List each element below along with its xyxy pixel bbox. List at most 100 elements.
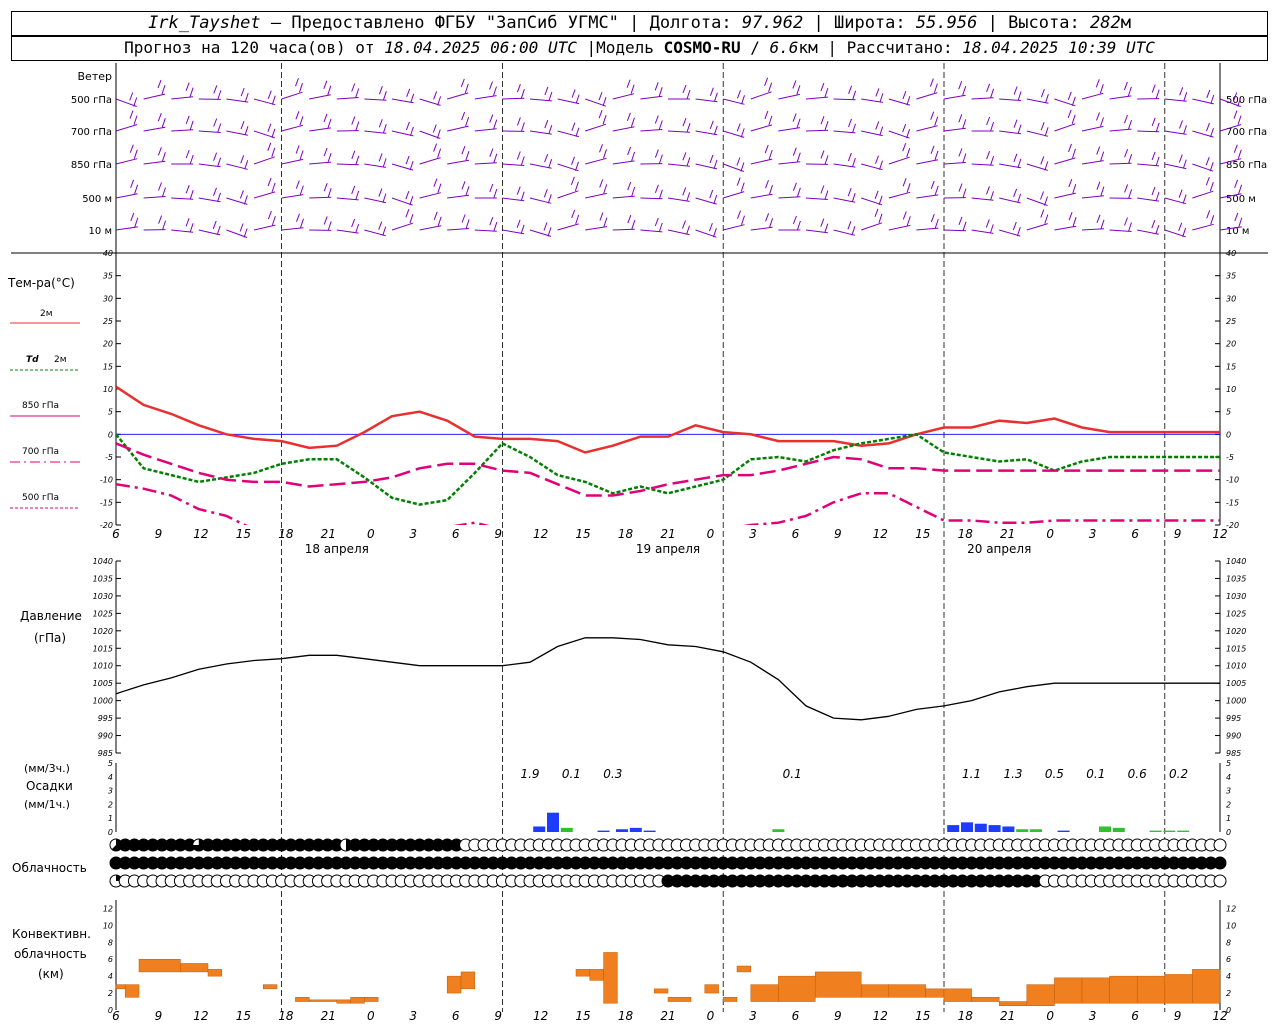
wind-barb xyxy=(1137,84,1160,100)
wind-barb xyxy=(281,213,304,231)
time-axis-lower-tick: 6 xyxy=(112,1009,120,1023)
precip-total: 1.9 xyxy=(520,767,539,781)
temp-tick-label-left: 25 xyxy=(103,317,113,326)
lon-label: Долгота: xyxy=(649,13,732,33)
wind-barb xyxy=(115,110,138,132)
wind-barb xyxy=(667,118,691,133)
wind-barb xyxy=(336,83,360,100)
time-axis-upper-tick: 9 xyxy=(155,527,163,541)
wind-barb xyxy=(115,212,139,231)
wind-barb xyxy=(364,188,387,204)
precip-bar xyxy=(533,826,546,832)
wind-barb xyxy=(419,211,442,231)
pres-tick-label-right: 1010 xyxy=(1226,662,1246,671)
time-axis-lower-tick: 12 xyxy=(1212,1009,1227,1023)
wind-barb xyxy=(226,223,248,238)
pres-tick-label-right: 1015 xyxy=(1226,644,1246,653)
conv-bar xyxy=(460,971,476,990)
conv-bar xyxy=(207,969,223,977)
precip-bar xyxy=(1030,829,1042,832)
pres-tick-label-right: 1030 xyxy=(1226,592,1246,601)
time-axis-upper-tick: 3 xyxy=(409,527,417,541)
wind-barb xyxy=(943,216,967,232)
precip-total: 0.1 xyxy=(562,767,581,781)
time-axis-lower-tick: 18 xyxy=(618,1009,634,1023)
wind-barb xyxy=(529,119,553,135)
precip-bar xyxy=(974,823,987,832)
sep-1: | xyxy=(629,13,640,33)
conv-bar xyxy=(1164,974,1193,1004)
conv-bar xyxy=(1054,977,1083,1004)
wind-barb xyxy=(640,82,663,100)
wind-barb xyxy=(1109,149,1133,165)
conv-tick-label-left: 8 xyxy=(108,938,113,947)
wind-barb xyxy=(1192,210,1215,231)
wind-barb xyxy=(805,218,829,234)
pres-tick-label-right: 995 xyxy=(1226,714,1241,723)
wind-barb xyxy=(391,155,414,171)
date-label: 18 апреля xyxy=(305,542,369,556)
temp-tick-label-right: 25 xyxy=(1226,317,1236,326)
time-axis-lower-tick: 3 xyxy=(409,1009,417,1023)
wind-barb xyxy=(557,156,579,172)
wind-barb xyxy=(115,179,139,199)
time-axis-upper-tick: 18 xyxy=(618,527,634,541)
cloud-title: Облачность xyxy=(12,861,87,875)
pres-tick-label-right: 1035 xyxy=(1226,574,1246,583)
wind-barb xyxy=(1219,110,1242,132)
pres-tick-label-left: 1015 xyxy=(93,644,113,653)
wind-barb xyxy=(502,117,525,132)
temp-tick-label-right: 10 xyxy=(1226,385,1236,394)
pres-tick-label-left: 1020 xyxy=(93,627,113,636)
wind-barb xyxy=(143,147,166,165)
time-axis-upper-tick: 21 xyxy=(1000,527,1015,541)
precip-tick-label-right: 2 xyxy=(1226,800,1231,809)
wind-barb xyxy=(171,149,194,165)
temp-series-td xyxy=(116,432,1220,506)
time-axis-lower-tick: 18 xyxy=(278,1009,294,1023)
temp-series-t2m xyxy=(116,385,1220,454)
time-axis-upper-tick: 0 xyxy=(1046,527,1054,541)
pressure-title: Давление xyxy=(20,609,82,623)
wind-barb xyxy=(253,177,276,199)
wind-barb xyxy=(1026,89,1049,104)
time-axis-lower-tick: 12 xyxy=(193,1009,208,1023)
wind-barb xyxy=(171,82,194,100)
pres-tick-label-left: 990 xyxy=(98,732,113,741)
pres-tick-label-left: 1030 xyxy=(93,592,113,601)
wind-barb xyxy=(943,81,967,100)
wind-barb xyxy=(971,219,994,234)
time-axis-lower-tick: 6 xyxy=(452,1009,460,1023)
wind-barb xyxy=(999,188,1022,204)
conv-bar xyxy=(925,988,945,998)
time-axis-upper-tick: 12 xyxy=(193,527,208,541)
wind-barb xyxy=(1054,212,1077,231)
pres-tick-label-left: 1010 xyxy=(93,662,113,671)
wind-barb xyxy=(309,80,332,100)
wind-barb xyxy=(557,176,579,199)
time-axis-upper-tick: 21 xyxy=(660,527,675,541)
wind-barb xyxy=(916,180,939,199)
temp-tick-label-left: -10 xyxy=(100,476,113,485)
temp-tick-label-right: 40 xyxy=(1226,249,1236,258)
conv-bar xyxy=(704,984,719,994)
time-axis-lower-tick: 15 xyxy=(236,1009,251,1023)
wind-barb xyxy=(585,212,608,231)
wind-barb xyxy=(723,157,745,172)
wind-barb xyxy=(861,121,884,137)
pressure-unit: (гПа) xyxy=(34,631,66,645)
wind-barb xyxy=(391,191,414,206)
wind-barb xyxy=(529,86,553,102)
wind-barb xyxy=(364,221,387,237)
wind-barb xyxy=(667,220,690,236)
time-axis-lower-tick: 0 xyxy=(367,1009,375,1023)
conv-bar xyxy=(364,997,379,1002)
conv-bar xyxy=(722,997,738,1002)
wind-barb xyxy=(171,218,194,233)
conv-bar xyxy=(589,969,604,981)
time-axis-upper-tick: 3 xyxy=(749,527,757,541)
precip-bar xyxy=(1099,826,1111,832)
wind-barb xyxy=(778,113,801,132)
wind-barb xyxy=(226,190,248,205)
wind-barb xyxy=(143,182,166,199)
